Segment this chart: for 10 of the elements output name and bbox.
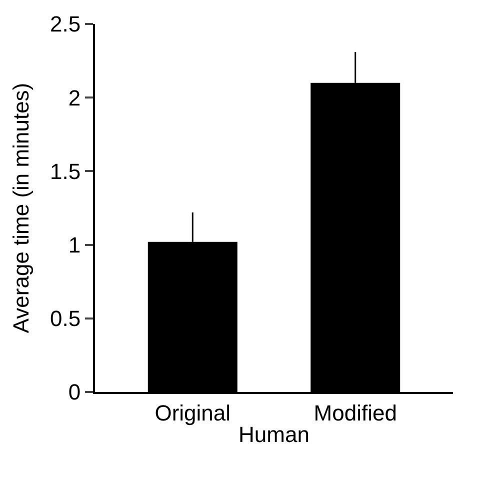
x-axis-title: Human [238, 422, 310, 447]
y-tick-label: 2.5 [50, 12, 81, 37]
y-tick-label: 2 [68, 85, 81, 110]
x-tick-label: Original [154, 400, 231, 426]
y-tick-label: 0.5 [50, 306, 81, 332]
y-tick-label: 1 [68, 232, 81, 258]
y-tick-label: 0 [68, 380, 81, 405]
y-axis-title: Average time (in minutes) [8, 82, 34, 334]
x-tick-label: Modified [314, 400, 397, 426]
y-tick-label: 1.5 [50, 158, 81, 184]
